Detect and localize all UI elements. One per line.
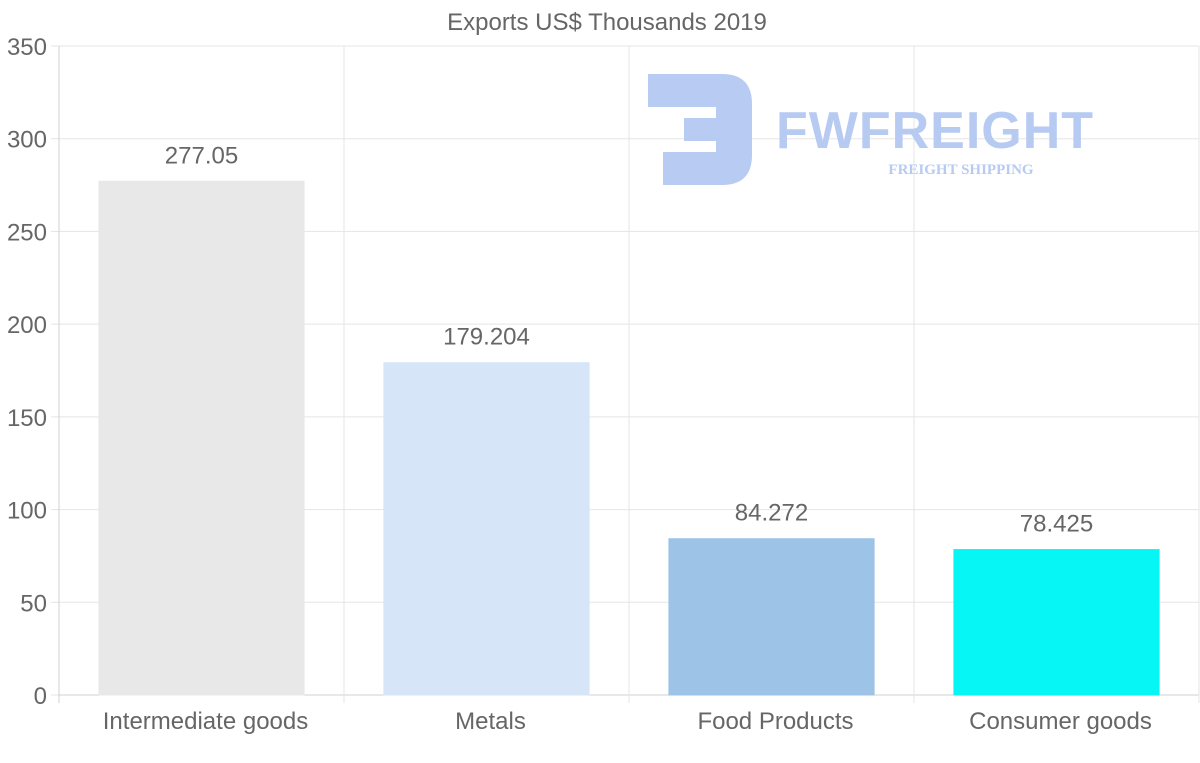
- bar-consumer-goods[interactable]: [953, 549, 1160, 696]
- data-label: 84.272: [735, 500, 808, 527]
- axes: 0 50 100 150 200 250 300 350 Intermediate goods M…: [7, 34, 1152, 735]
- y-tick-label: 350: [7, 34, 47, 61]
- bar-intermediate-goods[interactable]: [98, 180, 305, 696]
- y-tick-label: 300: [7, 127, 47, 154]
- fwfreight-logo-icon: [648, 74, 752, 185]
- y-tick-label: 200: [7, 312, 47, 339]
- x-tick-label: Food Products: [697, 708, 853, 735]
- bar-food-products[interactable]: [668, 538, 875, 696]
- data-label: 277.05: [165, 142, 238, 169]
- x-tick-label: Consumer goods: [969, 708, 1152, 735]
- y-tick-label: 0: [34, 683, 47, 710]
- watermark-brand: FWFREIGHT: [776, 102, 1094, 160]
- bar-metals[interactable]: [383, 362, 590, 696]
- data-label: 78.425: [1020, 511, 1093, 538]
- y-tick-label: 250: [7, 219, 47, 246]
- x-tick-label: Metals: [455, 708, 526, 735]
- bars: 277.05 179.204 84.272 78.425: [98, 142, 1160, 696]
- y-tick-label: 100: [7, 498, 47, 525]
- data-label: 179.204: [443, 324, 530, 351]
- y-tick-label: 50: [20, 590, 47, 617]
- watermark-tagline: FREIGHT SHIPPING: [888, 162, 1033, 178]
- x-tick-label: Intermediate goods: [103, 708, 308, 735]
- fwfreight-watermark-logo: FWFREIGHT FREIGHT SHIPPING: [648, 74, 1094, 185]
- y-tick-label: 150: [7, 405, 47, 432]
- chart-title: Exports US$ Thousands 2019: [447, 9, 767, 36]
